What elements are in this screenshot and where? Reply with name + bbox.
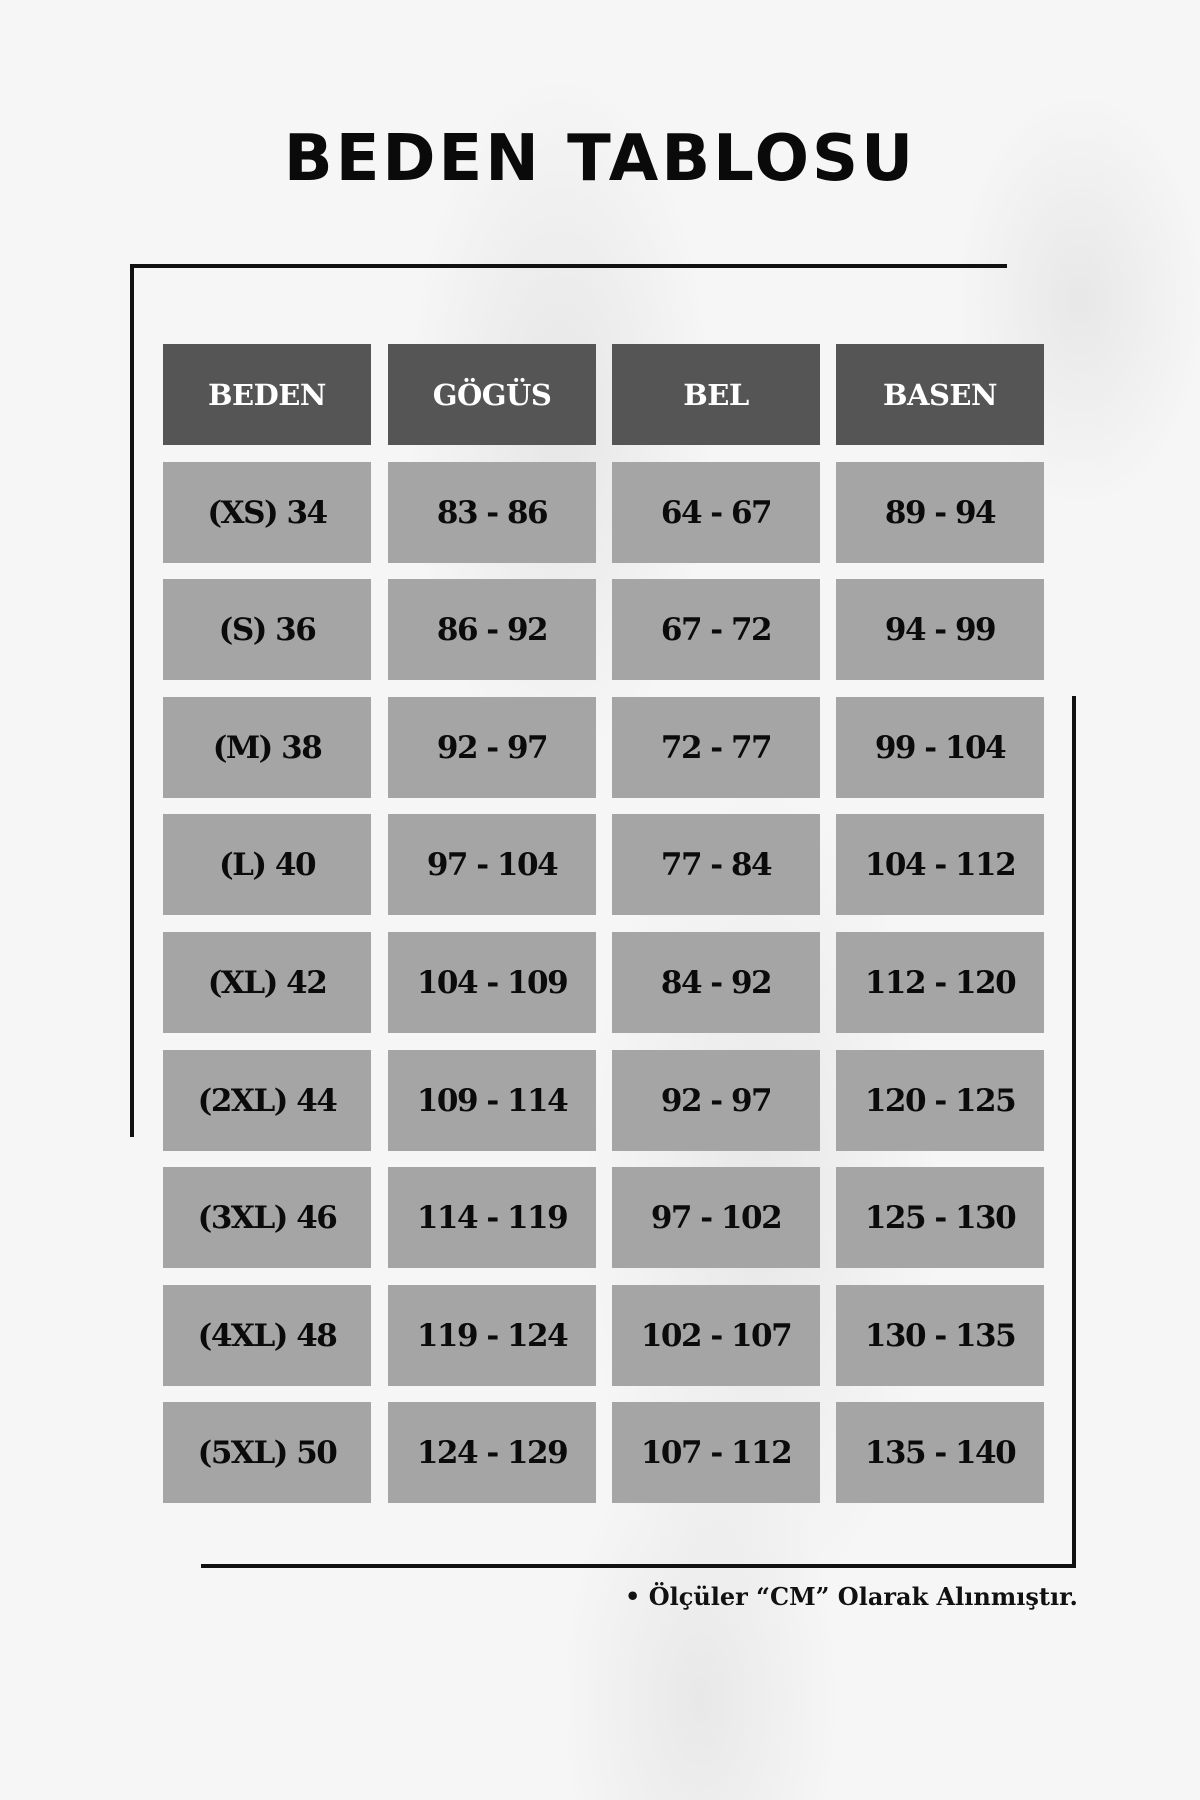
table-cell: (5XL) 50 <box>163 1402 371 1503</box>
table-cell: 92 - 97 <box>388 697 596 798</box>
table-cell: 107 - 112 <box>612 1402 820 1503</box>
table-cell: (M) 38 <box>163 697 371 798</box>
table-cell: 112 - 120 <box>836 932 1044 1033</box>
table-cell: 86 - 92 <box>388 579 596 680</box>
table-cell: 104 - 112 <box>836 814 1044 915</box>
table-cell: 94 - 99 <box>836 579 1044 680</box>
column-header: GÖGÜS <box>388 344 596 445</box>
column-header: BEL <box>612 344 820 445</box>
table-cell: 83 - 86 <box>388 462 596 563</box>
table-cell: 104 - 109 <box>388 932 596 1033</box>
table-cell: (L) 40 <box>163 814 371 915</box>
table-cell: 135 - 140 <box>836 1402 1044 1503</box>
table-cell: (S) 36 <box>163 579 371 680</box>
table-cell: 89 - 94 <box>836 462 1044 563</box>
table-cell: (XS) 34 <box>163 462 371 563</box>
table-cell: (4XL) 48 <box>163 1285 371 1386</box>
frame-top-line <box>134 264 1007 268</box>
table-cell: 97 - 104 <box>388 814 596 915</box>
column-header: BEDEN <box>163 344 371 445</box>
table-cell: 130 - 135 <box>836 1285 1044 1386</box>
table-cell: 84 - 92 <box>612 932 820 1033</box>
frame-right-line <box>1072 696 1076 1568</box>
frame-left-line <box>130 264 134 1137</box>
table-cell: 64 - 67 <box>612 462 820 563</box>
table-cell: 77 - 84 <box>612 814 820 915</box>
table-cell: 102 - 107 <box>612 1285 820 1386</box>
table-cell: 119 - 124 <box>388 1285 596 1386</box>
table-cell: 125 - 130 <box>836 1167 1044 1268</box>
table-cell: 124 - 129 <box>388 1402 596 1503</box>
table-cell: 109 - 114 <box>388 1050 596 1151</box>
table-cell: 99 - 104 <box>836 697 1044 798</box>
table-cell: 114 - 119 <box>388 1167 596 1268</box>
footnote: • Ölçüler “CM” Olarak Alınmıştır. <box>625 1582 1078 1611</box>
table-cell: 67 - 72 <box>612 579 820 680</box>
table-cell: (2XL) 44 <box>163 1050 371 1151</box>
table-cell: (XL) 42 <box>163 932 371 1033</box>
frame-bottom-line <box>201 1564 1076 1568</box>
table-cell: 72 - 77 <box>612 697 820 798</box>
table-cell: 92 - 97 <box>612 1050 820 1151</box>
table-cell: 97 - 102 <box>612 1167 820 1268</box>
column-header: BASEN <box>836 344 1044 445</box>
table-cell: 120 - 125 <box>836 1050 1044 1151</box>
page-title: BEDEN TABLOSU <box>283 122 917 196</box>
table-cell: (3XL) 46 <box>163 1167 371 1268</box>
